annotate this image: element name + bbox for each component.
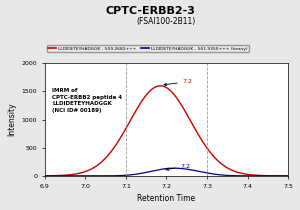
X-axis label: Retention Time: Retention Time xyxy=(137,194,196,203)
Title: (FSAI100-2B11): (FSAI100-2B11) xyxy=(137,17,196,26)
Legend: LLDIDETEYHADGGK - 559.2682+++ , LLDIDETEYHADGGK - 561.9350+++ (heavy): LLDIDETEYHADGGK - 559.2682+++ , LLDIDETE… xyxy=(47,45,249,52)
Text: IMRM of
CPTC-ERBB2 peptide 4
LLDIDETEYHADGGK
(NCI ID# 00189): IMRM of CPTC-ERBB2 peptide 4 LLDIDETEYHA… xyxy=(52,88,122,113)
Text: 7.2: 7.2 xyxy=(164,79,193,86)
Y-axis label: Intensity: Intensity xyxy=(7,103,16,136)
Text: CPTC-ERBB2-3: CPTC-ERBB2-3 xyxy=(105,6,195,16)
Text: 7.2: 7.2 xyxy=(166,164,190,171)
